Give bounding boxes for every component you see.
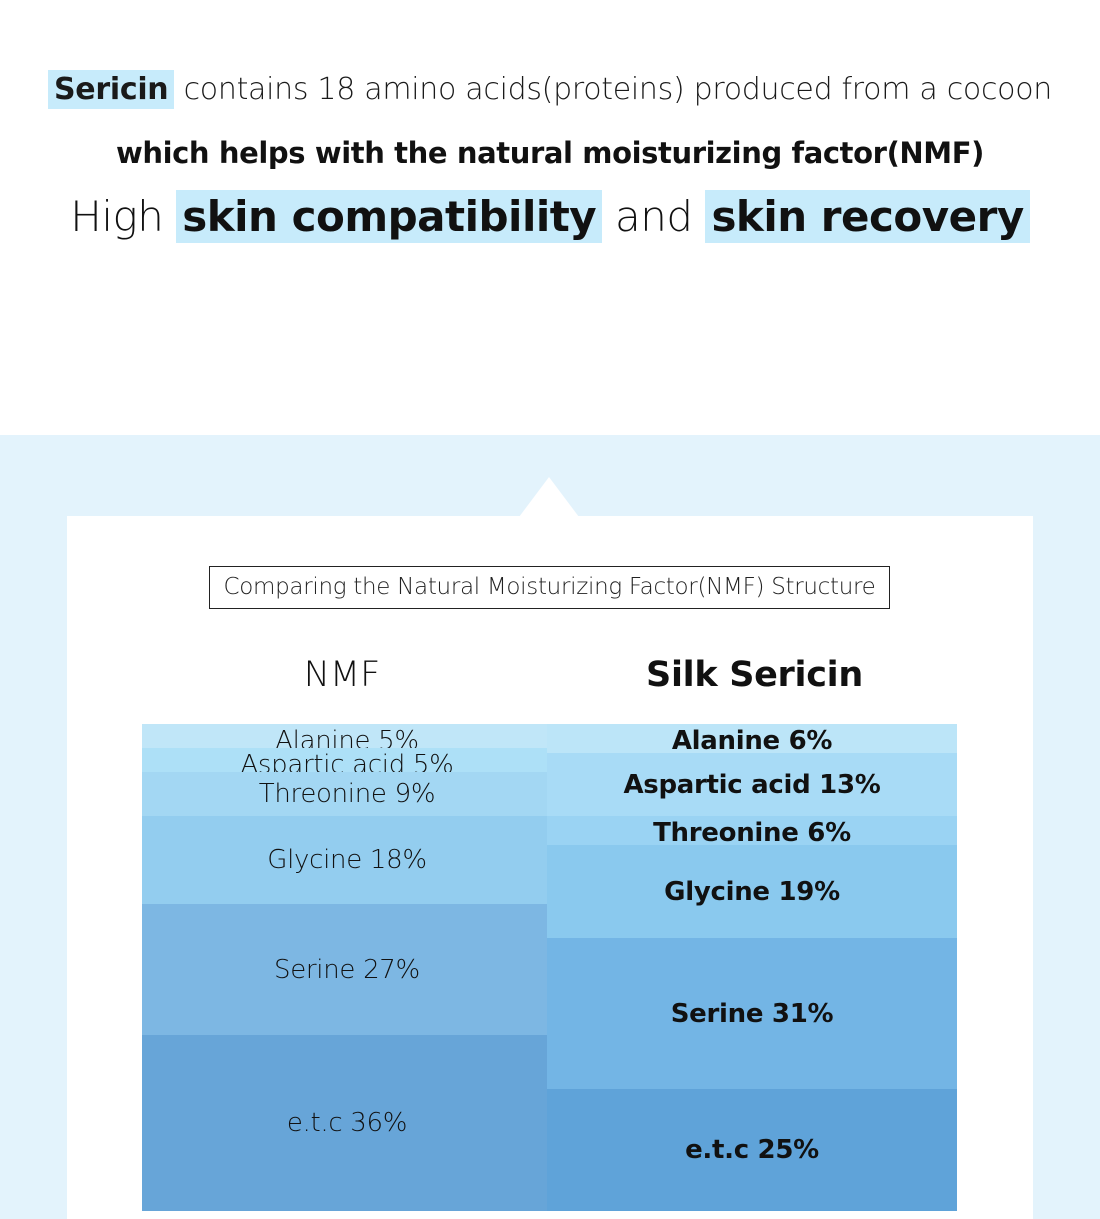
- intro-line-3: High skin compatibility and skin recover…: [0, 190, 1100, 243]
- nmf-segment-label: Serine 27%: [274, 954, 420, 985]
- intro-line-2: which helps with the natural moisturizin…: [115, 136, 985, 170]
- silk-segment: Aspartic acid 13%: [547, 753, 957, 816]
- nmf-segment: Threonine 9%: [142, 772, 552, 816]
- nmf-segment: Aspartic acid 5%: [142, 748, 552, 780]
- intro-section: Sericin contains 18 amino acids(proteins…: [0, 0, 1100, 435]
- silk-segment-label: e.t.c 25%: [685, 1135, 819, 1165]
- nmf-heading: NMF: [303, 655, 381, 695]
- nmf-segment-label: Threonine 9%: [258, 779, 436, 809]
- sericin-highlight: Sericin: [48, 70, 175, 109]
- line3-prefix: High: [70, 192, 164, 241]
- line3-mid: and: [615, 192, 693, 241]
- silk-segment-label: Glycine 19%: [664, 876, 840, 907]
- composition-bars: Alanine 5% Aspartic acid 5% Threonine 9% Gl…: [142, 724, 957, 1211]
- silk-segment: Threonine 6%: [547, 816, 957, 848]
- intro-line-1-text: contains 18 amino acids(proteins) produc…: [183, 72, 1053, 107]
- silk-segment: Serine 31%: [547, 938, 957, 1089]
- silk-segment-label: Threonine 6%: [653, 818, 851, 848]
- nmf-segment: e.t.c 36%: [142, 1035, 552, 1211]
- silk-segment: Alanine 6%: [547, 724, 957, 756]
- nmf-segment: Serine 27%: [142, 904, 552, 1035]
- silk-segment-label: Alanine 6%: [671, 726, 833, 756]
- card-pointer: [519, 477, 579, 517]
- silk-segment: Glycine 19%: [547, 845, 957, 938]
- nmf-segment-label: e.t.c 36%: [286, 1108, 408, 1138]
- silk-segment-label: Serine 31%: [670, 998, 834, 1029]
- silk-segment: e.t.c 25%: [547, 1089, 957, 1211]
- skin-compatibility-highlight: skin compatibility: [176, 190, 603, 243]
- nmf-segment: Glycine 18%: [142, 816, 552, 904]
- nmf-segment-label: Glycine 18%: [267, 845, 427, 875]
- comparison-caption: Comparing the Natural Moisturizing Facto…: [209, 566, 890, 609]
- silk-segment-label: Aspartic acid 13%: [623, 769, 881, 800]
- nmf-segment: Alanine 5%: [142, 724, 552, 756]
- intro-line-1: Sericin contains 18 amino acids(proteins…: [0, 70, 1100, 109]
- silk-sericin-heading: Silk Sericin: [646, 655, 863, 695]
- skin-recovery-highlight: skin recovery: [705, 190, 1030, 243]
